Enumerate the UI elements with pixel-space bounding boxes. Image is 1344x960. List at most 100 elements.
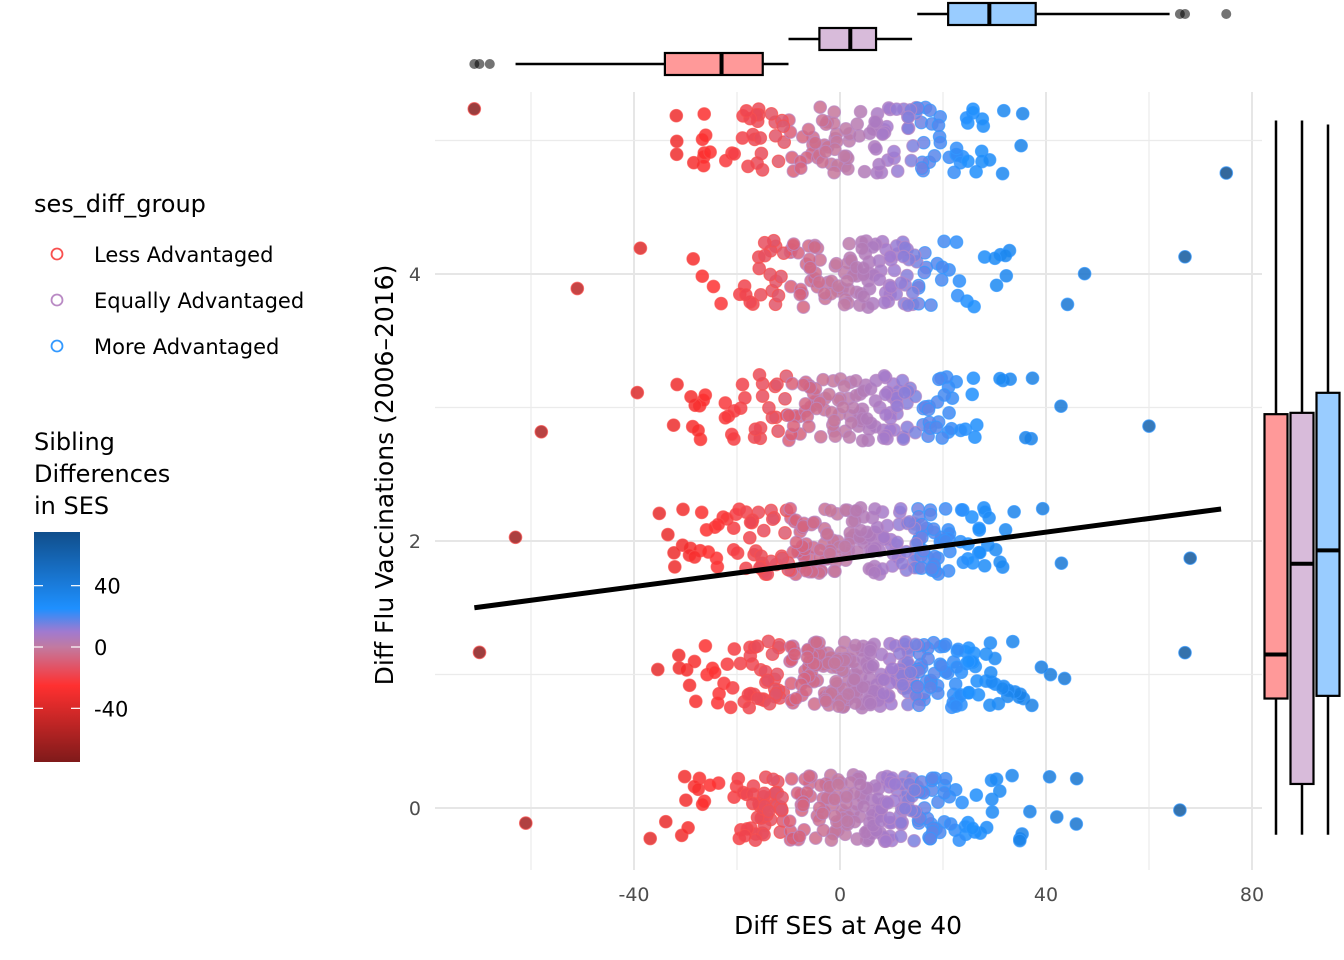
data-point xyxy=(706,279,721,294)
data-point xyxy=(952,833,967,848)
y-tick-label: 2 xyxy=(409,531,421,553)
x-tick-label: 80 xyxy=(1240,884,1264,906)
data-point xyxy=(863,696,878,711)
data-point xyxy=(869,142,883,156)
data-point xyxy=(893,829,908,844)
data-point xyxy=(781,408,796,423)
data-point xyxy=(831,699,846,714)
marginal-x-boxplots xyxy=(469,1,1232,77)
data-point xyxy=(868,394,883,408)
data-point xyxy=(904,153,919,168)
data-point xyxy=(842,430,857,444)
data-point xyxy=(745,796,760,811)
data-point xyxy=(796,377,811,392)
data-point xyxy=(1057,671,1072,686)
y-tick-label: 4 xyxy=(409,264,421,286)
data-point xyxy=(876,431,891,446)
data-point xyxy=(472,645,487,660)
data-point xyxy=(815,113,830,128)
data-point xyxy=(898,801,912,816)
data-point xyxy=(761,804,776,818)
data-point xyxy=(1005,634,1020,649)
data-point xyxy=(768,128,783,143)
data-point xyxy=(924,561,939,576)
data-point xyxy=(888,777,902,791)
data-point xyxy=(931,118,946,133)
data-point xyxy=(1005,768,1019,783)
data-point xyxy=(770,377,784,392)
data-point xyxy=(691,423,705,438)
data-point xyxy=(669,147,684,162)
data-point xyxy=(1054,556,1069,571)
data-point xyxy=(823,503,838,518)
data-point xyxy=(1219,166,1234,180)
data-point xyxy=(995,681,1010,696)
x-boxplot-box xyxy=(947,1,1037,27)
data-point xyxy=(839,122,853,136)
data-point xyxy=(840,814,855,829)
data-point xyxy=(652,506,667,521)
legend-key-more-advantaged xyxy=(50,339,64,353)
data-point xyxy=(860,412,874,426)
data-point xyxy=(720,657,735,672)
data-point xyxy=(467,102,482,116)
data-point xyxy=(923,103,937,118)
data-point xyxy=(737,828,752,843)
data-point xyxy=(985,805,1000,819)
data-point xyxy=(727,642,742,656)
data-point xyxy=(863,643,877,658)
data-point xyxy=(741,159,755,174)
data-point xyxy=(1077,266,1092,281)
data-point xyxy=(676,502,690,517)
data-point xyxy=(786,237,801,251)
data-point xyxy=(937,786,952,800)
data-point xyxy=(856,289,871,304)
data-point xyxy=(979,820,994,835)
data-point xyxy=(817,286,832,301)
data-point xyxy=(877,369,892,383)
axes: Diff SES at Age 40 Diff Flu Vaccinations… xyxy=(370,264,1264,940)
data-point xyxy=(868,114,882,129)
data-point xyxy=(669,108,684,123)
data-point xyxy=(985,792,999,807)
data-point xyxy=(818,144,833,159)
data-point xyxy=(707,665,722,680)
data-point xyxy=(742,530,757,545)
data-point xyxy=(802,769,817,783)
data-point xyxy=(812,275,826,289)
data-point xyxy=(982,153,997,167)
data-point xyxy=(850,117,865,131)
data-point xyxy=(675,538,690,553)
regression-line-layer xyxy=(474,506,1222,611)
colorbar-tick-label: 40 xyxy=(94,575,121,599)
data-point xyxy=(774,802,789,817)
data-point xyxy=(828,809,842,823)
data-point xyxy=(839,790,854,804)
data-point xyxy=(827,413,842,428)
data-point xyxy=(789,691,803,706)
data-point xyxy=(827,656,842,670)
data-point xyxy=(947,165,961,180)
data-point xyxy=(876,686,891,701)
data-point xyxy=(934,273,949,287)
y-boxplot-box xyxy=(1263,413,1289,700)
data-point xyxy=(974,144,989,159)
data-point xyxy=(965,821,980,836)
data-point xyxy=(969,164,983,179)
data-point xyxy=(681,820,695,835)
x-boxplot-outlier xyxy=(1180,9,1191,19)
colorbar-title-line-2: Differences xyxy=(34,460,170,488)
data-point xyxy=(766,772,781,787)
scatter-points xyxy=(467,100,1234,849)
data-point xyxy=(687,654,702,669)
data-point xyxy=(698,639,713,653)
data-point xyxy=(878,387,893,402)
data-point xyxy=(765,512,780,527)
data-point xyxy=(822,387,836,402)
data-point xyxy=(671,648,686,663)
data-point xyxy=(748,422,763,437)
data-point xyxy=(757,235,772,250)
data-point xyxy=(661,527,675,542)
data-point xyxy=(1025,371,1040,386)
